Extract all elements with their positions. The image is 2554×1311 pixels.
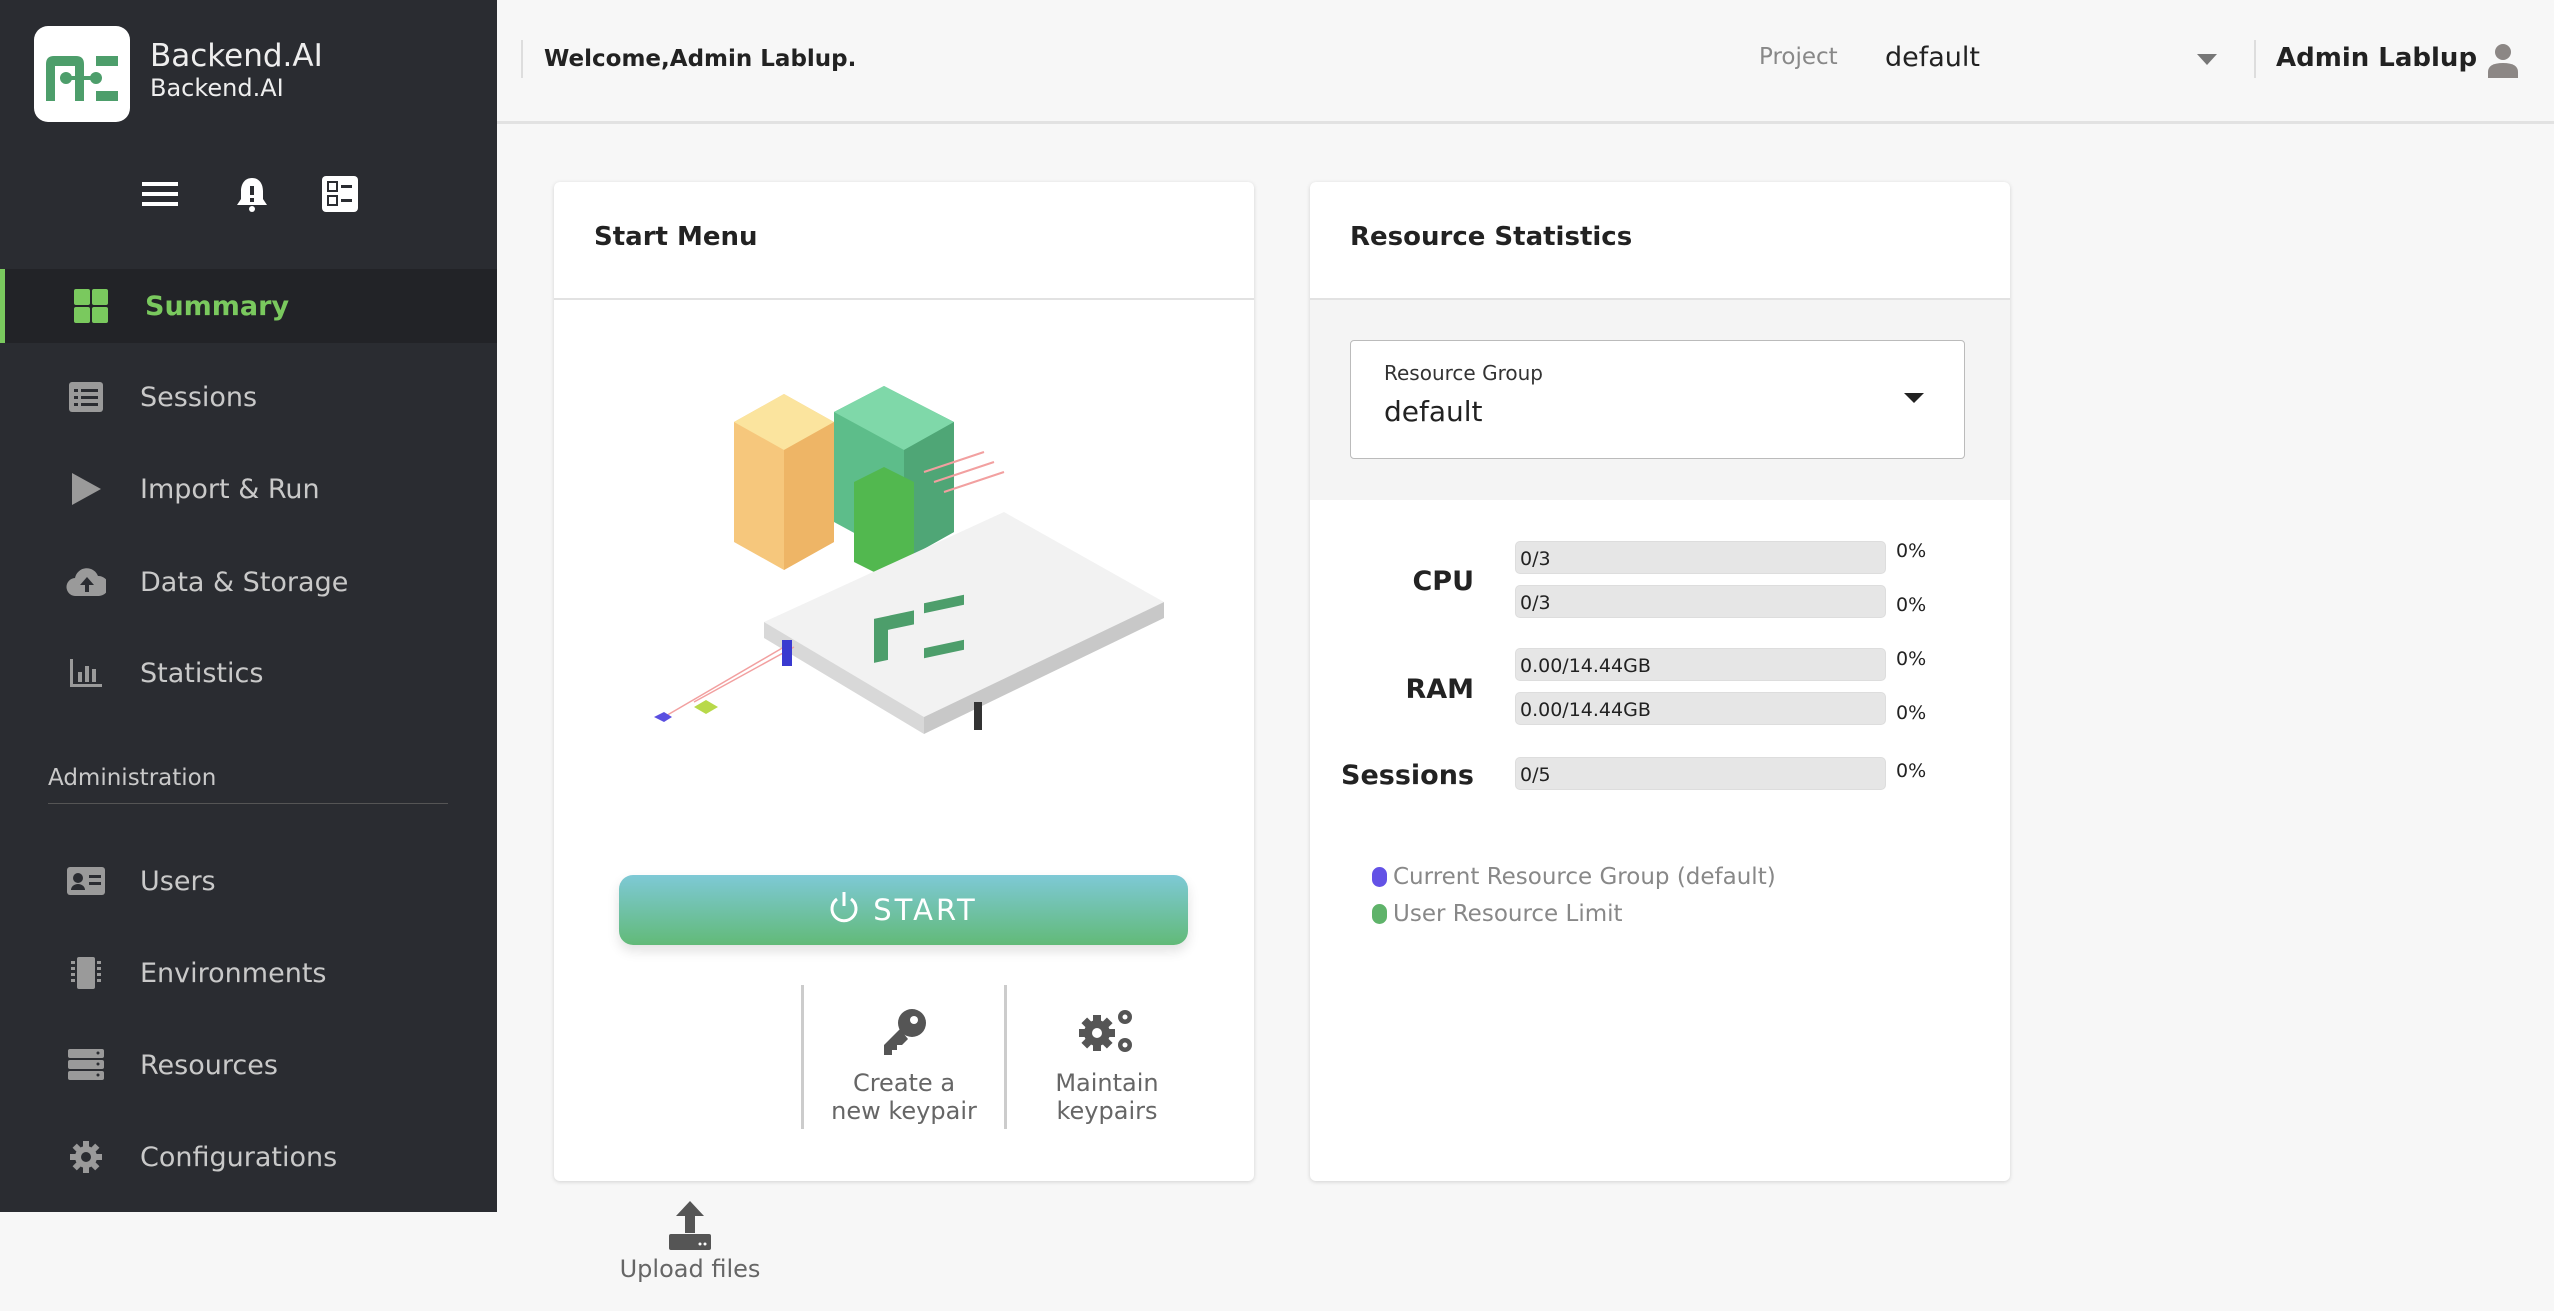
sessions-bar: 0/5 — [1515, 757, 1886, 790]
ram-group-bar: 0.00/14.44GB — [1515, 648, 1886, 681]
top-header: Welcome,Admin Lablup. Project default Ad… — [497, 0, 2554, 124]
divider — [554, 298, 1254, 300]
gears-icon — [1007, 985, 1207, 1055]
divider — [1004, 985, 1007, 1129]
play-icon — [66, 469, 106, 509]
backend-ai-logo[interactable] — [34, 26, 130, 122]
ram-user-percent: 0% — [1896, 702, 1927, 724]
start-illustration — [654, 386, 1164, 734]
id-card-icon — [66, 861, 106, 901]
start-label: START — [873, 893, 978, 927]
sessions-percent: 0% — [1896, 760, 1927, 782]
sidebar-item-summary[interactable]: Summary — [0, 269, 497, 343]
divider — [2254, 40, 2256, 78]
brand-subtitle: Backend.AI — [150, 74, 284, 102]
welcome-text: Welcome,Admin Lablup. — [544, 46, 857, 72]
gear-icon — [66, 1137, 106, 1177]
ram-group-percent: 0% — [1896, 648, 1927, 670]
action-label: Maintain — [1055, 1069, 1159, 1097]
legend-item: Current Resource Group (default) — [1372, 864, 1776, 890]
cpu-label: CPU — [1412, 566, 1474, 597]
resource-group-value: default — [1384, 395, 1483, 428]
sidebar: Backend.AI Backend.AI Summary Sessions I… — [0, 0, 497, 1212]
sidebar-item-label: Environments — [140, 957, 327, 989]
sidebar-item-label: Resources — [140, 1049, 278, 1081]
ram-user-bar: 0.00/14.44GB — [1515, 692, 1886, 725]
administration-heading: Administration — [48, 765, 217, 791]
sidebar-item-sessions[interactable]: Sessions — [0, 360, 497, 434]
sidebar-item-label: Data & Storage — [140, 566, 349, 598]
resource-statistics-card: Resource Statistics Resource Group defau… — [1310, 182, 2010, 1181]
sidebar-item-label: Users — [140, 865, 216, 897]
action-label: keypairs — [1056, 1097, 1158, 1125]
bar-chart-icon — [66, 653, 106, 693]
resource-group-select[interactable]: Resource Group default — [1350, 340, 1965, 459]
start-button[interactable]: START — [619, 875, 1188, 945]
divider — [1310, 298, 2010, 300]
sidebar-item-environments[interactable]: Environments — [0, 936, 497, 1010]
action-label: Create a — [852, 1069, 956, 1097]
sidebar-item-configurations[interactable]: Configurations — [0, 1120, 497, 1194]
ram-label: RAM — [1405, 674, 1474, 705]
notification-bell-icon[interactable] — [232, 174, 272, 214]
cpu-user-bar: 0/3 — [1515, 585, 1886, 618]
legend-swatch-green — [1372, 904, 1387, 924]
chevron-down-icon — [1904, 393, 1924, 403]
project-value: default — [1885, 42, 1981, 73]
sidebar-item-users[interactable]: Users — [0, 844, 497, 918]
start-menu-card: Start Menu START Upload files Create a n… — [554, 182, 1254, 1283]
chevron-down-icon — [2197, 54, 2217, 65]
power-icon — [829, 891, 859, 930]
sidebar-item-label: Sessions — [140, 381, 258, 413]
server-icon — [66, 1045, 106, 1085]
sidebar-item-label: Import & Run — [140, 473, 320, 505]
sidebar-item-resources[interactable]: Resources — [0, 1028, 497, 1102]
upload-icon — [590, 1167, 790, 1250]
user-avatar-icon[interactable] — [2485, 42, 2521, 82]
cpu-group-percent: 0% — [1896, 540, 1927, 562]
chip-icon — [66, 953, 106, 993]
legend-item: User Resource Limit — [1372, 901, 1623, 927]
divider — [801, 985, 804, 1129]
legend-label: User Resource Limit — [1393, 901, 1623, 927]
card-title: Resource Statistics — [1350, 222, 1633, 252]
dashboard-icon — [71, 286, 111, 326]
task-list-icon[interactable] — [320, 174, 360, 214]
project-select[interactable]: Project default — [1737, 30, 2237, 90]
list-icon — [66, 377, 106, 417]
maintain-keypairs-button[interactable]: Maintain keypairs — [1007, 985, 1207, 1129]
upload-files-button[interactable]: Upload files — [590, 1167, 790, 1311]
divider — [521, 40, 523, 78]
brand-title: Backend.AI — [150, 38, 323, 74]
menu-icon[interactable] — [140, 174, 180, 214]
legend-swatch-purple — [1372, 867, 1387, 887]
sidebar-item-import-run[interactable]: Import & Run — [0, 452, 497, 526]
legend-label: Current Resource Group (default) — [1393, 864, 1776, 890]
sessions-label: Sessions — [1341, 760, 1474, 791]
user-name[interactable]: Admin Lablup — [2276, 43, 2478, 73]
divider — [48, 803, 448, 804]
key-icon — [804, 985, 1004, 1055]
card-title: Start Menu — [594, 222, 758, 252]
sidebar-item-label: Summary — [145, 290, 290, 322]
cpu-user-percent: 0% — [1896, 594, 1927, 616]
sidebar-item-label: Configurations — [140, 1141, 338, 1173]
action-label: new keypair — [831, 1097, 977, 1125]
project-label: Project — [1759, 44, 1838, 70]
sidebar-item-data-storage[interactable]: Data & Storage — [0, 545, 497, 619]
cloud-upload-icon — [66, 562, 106, 602]
sidebar-item-label: Statistics — [140, 657, 264, 689]
create-keypair-button[interactable]: Create a new keypair — [804, 985, 1004, 1129]
action-label: Upload files — [619, 1255, 761, 1283]
sidebar-item-statistics[interactable]: Statistics — [0, 636, 497, 710]
resource-group-label: Resource Group — [1384, 361, 1543, 385]
cpu-group-bar: 0/3 — [1515, 541, 1886, 574]
